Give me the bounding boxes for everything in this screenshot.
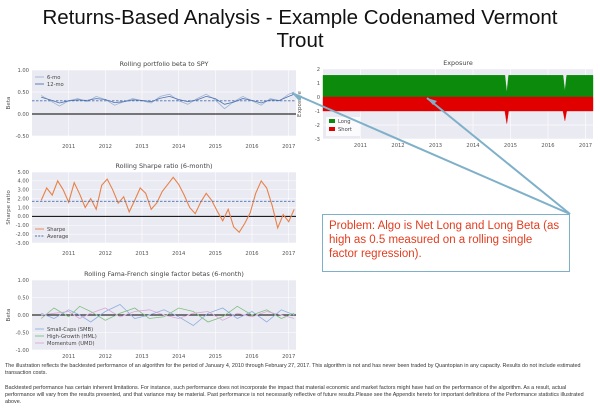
chart3-ytick: 5.00 — [17, 170, 29, 176]
chart2-ytick: 0 — [317, 95, 320, 101]
arrow-to-beta-chart — [291, 92, 571, 215]
chart4-xtick: 2012 — [99, 354, 112, 360]
chart1-legend-label: 6-mo — [47, 75, 60, 81]
chart3-ytick: 2.00 — [17, 196, 29, 202]
chart2-xtick: 2015 — [504, 143, 517, 149]
chart4-xtick: 2013 — [135, 354, 148, 360]
chart3-series-1 — [40, 176, 295, 234]
chart4-title: Rolling Fama-French single factor betas … — [84, 270, 244, 278]
chart2-xtick: 2011 — [354, 143, 367, 149]
chart2-ytick: 2 — [317, 67, 320, 73]
chart3-ytick: 3.00 — [17, 188, 29, 194]
chart3-xtick: 2014 — [172, 251, 186, 257]
chart4-legend-label: Small-Caps (SMB) — [47, 327, 93, 333]
chart1-xtick: 2014 — [172, 144, 186, 150]
problem-callout: Problem: Algo is Net Long and Long Beta … — [322, 214, 570, 272]
chart3-xtick: 2013 — [135, 251, 148, 257]
chart4-ytick: -1.00 — [16, 348, 29, 354]
chart1-series-1 — [40, 91, 295, 110]
chart4-legend-label: Momentum (UMD) — [47, 341, 95, 347]
chart1-ytick: -0.50 — [16, 134, 29, 140]
chart4-series-1 — [41, 304, 295, 326]
chart2-series-long — [322, 75, 594, 98]
chart3-ylabel: Sharpe ratio — [6, 190, 12, 225]
chart2-ylabel: Exposure — [297, 90, 303, 116]
chart4-ylabel: Beta — [6, 309, 12, 322]
chart4-legend-label: High-Growth (HML) — [47, 334, 97, 340]
chart2-xtick: 2012 — [391, 143, 404, 149]
chart4-xtick: 2016 — [245, 354, 258, 360]
chart1-xtick: 2012 — [99, 144, 112, 150]
chart1-ytick: 0.50 — [17, 90, 29, 96]
chart1-xtick: 2017 — [282, 144, 295, 150]
chart1-xtick: 2013 — [135, 144, 148, 150]
slide-title: Returns-Based Analysis - Example Codenam… — [42, 6, 558, 52]
chart1-series-2 — [41, 93, 295, 105]
chart2-legend-swatch — [329, 127, 335, 131]
chart2-ytick: -3 — [315, 137, 320, 143]
footnote-disclaimer: The illustration reflects the backtested… — [5, 363, 581, 376]
chart3-ytick: -3.00 — [16, 241, 29, 247]
chart1-title: Rolling portfolio beta to SPY — [120, 60, 209, 68]
chart2-ytick: 1 — [317, 81, 320, 87]
chart3-xtick: 2016 — [245, 251, 258, 257]
footnote-backtest-limitations: Backtested performance has certain inher… — [5, 385, 584, 405]
chart4-series-3 — [41, 307, 295, 321]
chart4-ytick: -0.50 — [16, 330, 29, 336]
chart3-xtick: 2015 — [209, 251, 222, 257]
chart1-xtick: 2015 — [209, 144, 222, 150]
chart1-ylabel: Beta — [6, 97, 12, 110]
chart3-title: Rolling Sharpe ratio (6-month) — [115, 162, 212, 170]
chart2-legend-label: Short — [338, 127, 352, 133]
chart4-xtick: 2017 — [282, 354, 295, 360]
chart3-ytick: 1.00 — [17, 205, 29, 211]
chart4-xtick: 2014 — [172, 354, 186, 360]
chart2-xtick: 2014 — [466, 143, 480, 149]
chart2-ytick: -2 — [315, 123, 320, 129]
chart2-legend-swatch — [329, 119, 335, 123]
arrow-head-beta — [292, 93, 302, 101]
arrow-head-exposure — [427, 98, 437, 105]
chart3-legend-label: Average — [47, 234, 68, 240]
chart4-xtick: 2015 — [209, 354, 222, 360]
chart2-xtick: 2013 — [429, 143, 442, 149]
chart4-ytick: 1.00 — [17, 278, 29, 284]
chart1-ytick: 0.00 — [17, 112, 29, 118]
chart3-xtick: 2017 — [282, 251, 295, 257]
chart4-series-2 — [40, 305, 295, 323]
chart2-xtick: 2017 — [579, 143, 592, 149]
chart4-ytick: 0.00 — [17, 313, 29, 319]
chart2-legend-label: Long — [338, 119, 351, 125]
arrow-to-exposure-chart — [426, 97, 571, 215]
chart1-legend-label: 12-mo — [47, 82, 64, 88]
chart1-ytick: 1.00 — [17, 68, 29, 74]
chart3-legend-label: Sharpe — [47, 227, 65, 233]
chart1-xtick: 2011 — [62, 144, 75, 150]
chart2-title: Exposure — [443, 59, 473, 67]
chart3-ytick: -1.00 — [16, 223, 29, 229]
chart3-xtick: 2012 — [99, 251, 112, 257]
chart3-xtick: 2011 — [62, 251, 75, 257]
chart2-ytick: -1 — [315, 109, 320, 115]
chart3-ytick: -2.00 — [16, 232, 29, 238]
chart3-ytick: 0.00 — [17, 214, 29, 220]
chart4-ytick: 0.50 — [17, 295, 29, 301]
chart4-xtick: 2011 — [62, 354, 75, 360]
chart1-xtick: 2016 — [245, 144, 258, 150]
chart2-xtick: 2016 — [541, 143, 554, 149]
chart3-ytick: 4.00 — [17, 179, 29, 185]
